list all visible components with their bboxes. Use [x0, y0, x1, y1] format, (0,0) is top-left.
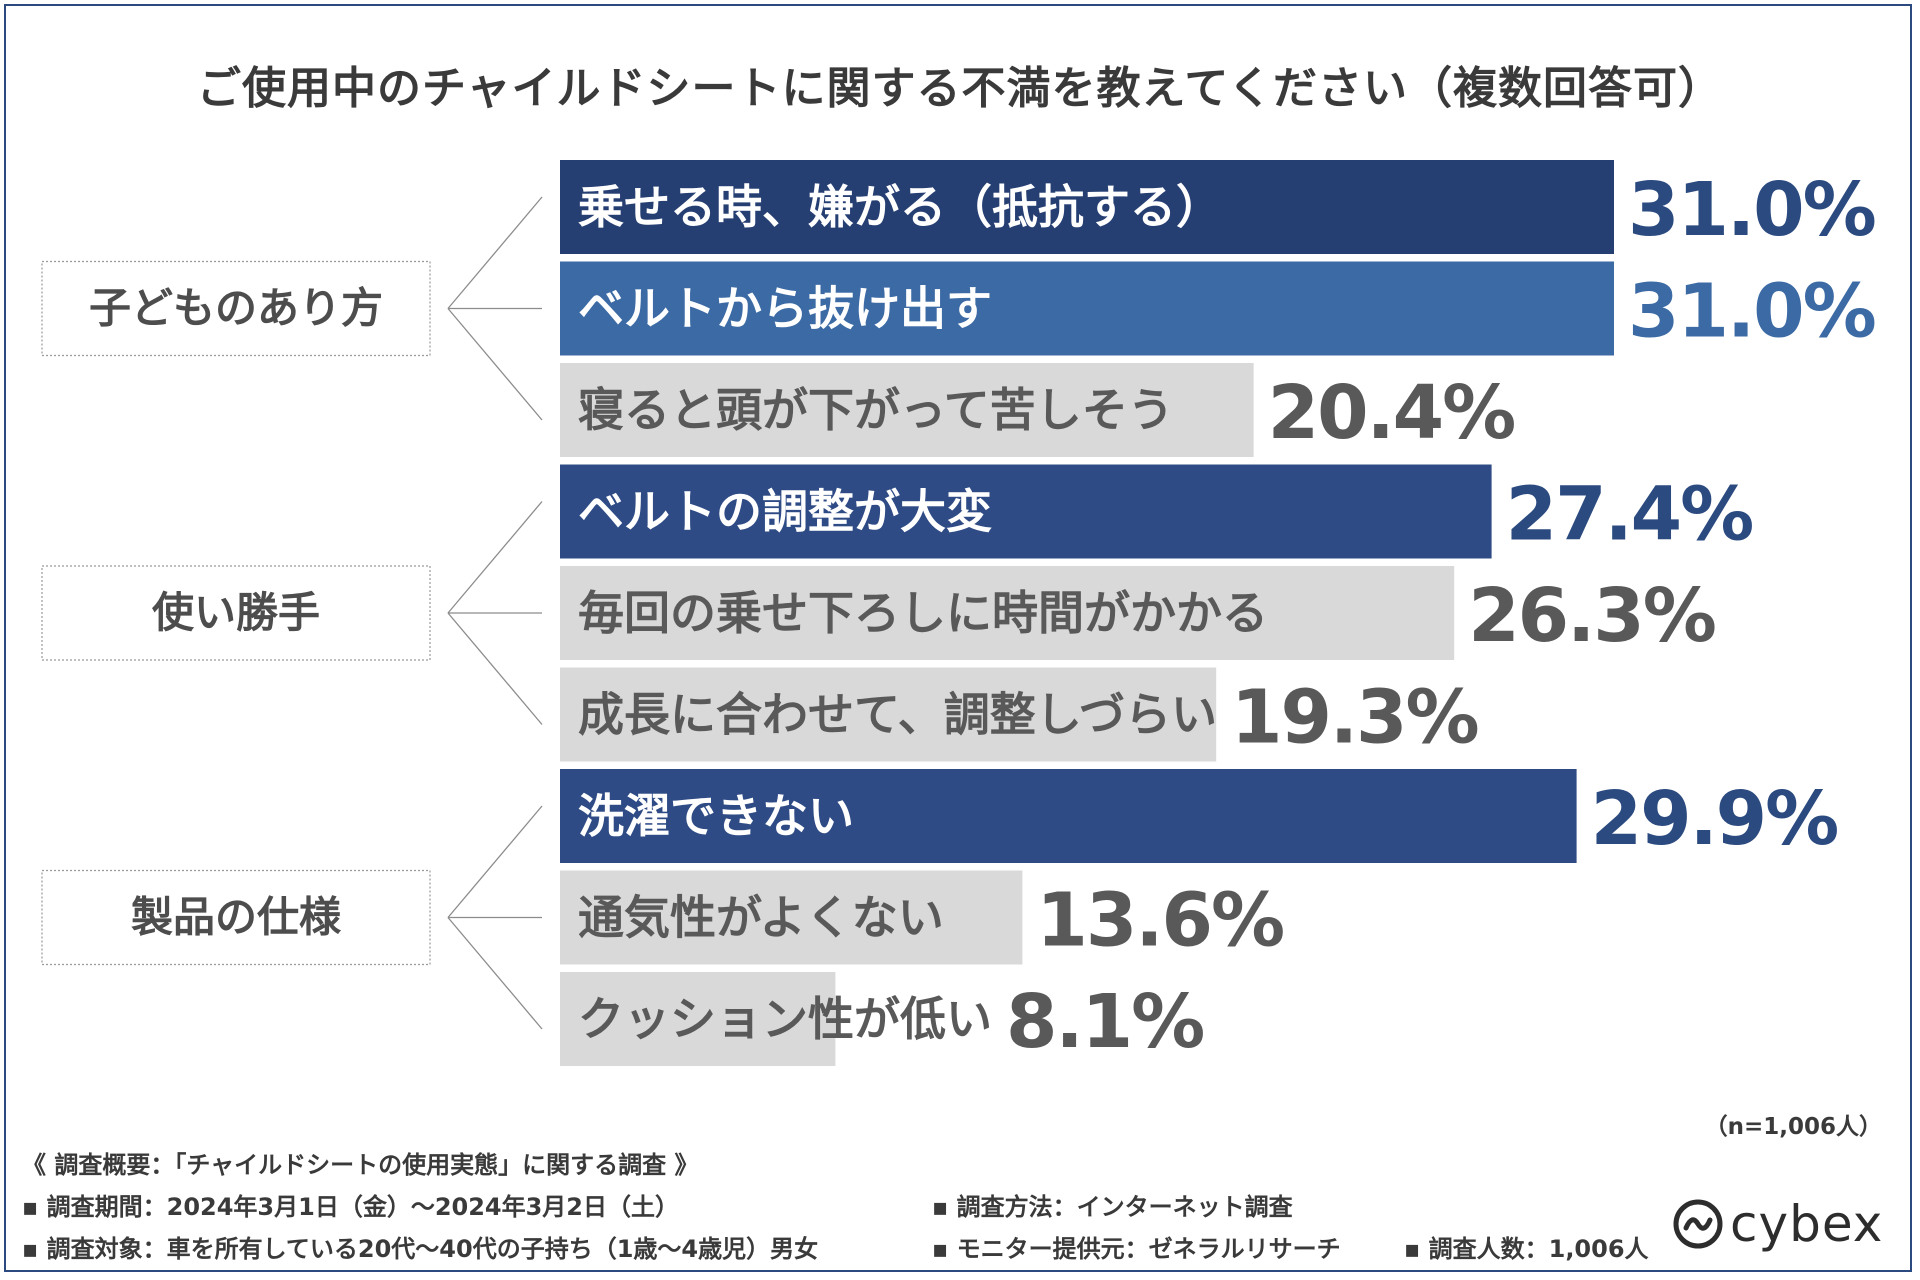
group-label-box	[41, 869, 431, 966]
survey-period: ▪ 調査期間：2024年3月1日（金）～2024年3月2日（土）	[22, 1193, 680, 1221]
bar	[560, 363, 1254, 457]
bar-label: 乗せる時、嫌がる（抵抗する）	[578, 180, 1222, 234]
connector-line	[447, 917, 543, 1030]
bar-label: 毎回の乗せ下ろしに時間がかかる	[578, 586, 1268, 640]
group-label-box	[41, 565, 431, 661]
survey-method: ▪ 調査方法：インターネット調査	[932, 1193, 1293, 1221]
bar-label: 洗濯できない	[578, 789, 854, 843]
bar-value: 13.6%	[1036, 878, 1283, 964]
group-label: 製品の仕様	[131, 893, 342, 942]
survey-heading: 《 調査概要：「チャイルドシートの使用実態」に関する調査 》	[22, 1151, 699, 1179]
bar	[560, 870, 1023, 965]
chart-title: ご使用中のチャイルドシートに関する不満を教えてください（複数回答可）	[196, 63, 1724, 114]
chart-frame	[4, 4, 1912, 1272]
bar-label: クッション性が低い	[578, 992, 992, 1046]
cybex-logo-icon	[1673, 1199, 1723, 1249]
bar-value: 27.4%	[1506, 472, 1753, 558]
survey-provider: ▪ モニター提供元：ゼネラルリサーチ	[932, 1235, 1341, 1263]
bar	[560, 160, 1614, 254]
bar-value: 20.4%	[1268, 370, 1515, 456]
bar-value: 31.0%	[1628, 167, 1875, 253]
bar-value: 19.3%	[1231, 675, 1478, 761]
group-label-box	[41, 260, 431, 357]
group-label: 子どものあり方	[89, 284, 383, 333]
connector-line	[447, 308, 543, 421]
bar-label: 寝ると頭が下がって苦しそう	[578, 383, 1174, 437]
bar	[560, 769, 1577, 863]
bar-value: 26.3%	[1468, 573, 1715, 659]
survey-target: ▪ 調査対象：車を所有している20代～40代の子持ち（1歳～4歳児）男女	[22, 1235, 819, 1263]
bar-value: 31.0%	[1628, 269, 1875, 355]
bar	[560, 667, 1217, 762]
survey-count: ▪ 調査人数：1,006人	[1404, 1235, 1649, 1263]
connector-line	[447, 805, 543, 918]
bar-value: 29.9%	[1591, 776, 1838, 862]
bar	[560, 972, 836, 1066]
sample-size-note: （n=1,006人）	[1704, 1114, 1882, 1140]
connector-line	[447, 196, 543, 309]
logo-text: cybex	[1730, 1195, 1884, 1253]
bar-label: 成長に合わせて、調整しづらい	[578, 688, 1217, 742]
cybex-logo: cybex	[1672, 1195, 1884, 1253]
group-label: 使い勝手	[152, 588, 320, 637]
connector-line	[447, 612, 543, 725]
bar	[560, 464, 1492, 559]
connector-line	[447, 501, 543, 614]
bar-label: ベルトから抜け出す	[578, 282, 992, 336]
bar-label: 通気性がよくない	[578, 891, 944, 945]
bar	[560, 566, 1455, 660]
bar-label: ベルトの調整が大変	[578, 485, 992, 539]
bar	[560, 261, 1614, 356]
bar-value: 8.1%	[1006, 979, 1203, 1065]
